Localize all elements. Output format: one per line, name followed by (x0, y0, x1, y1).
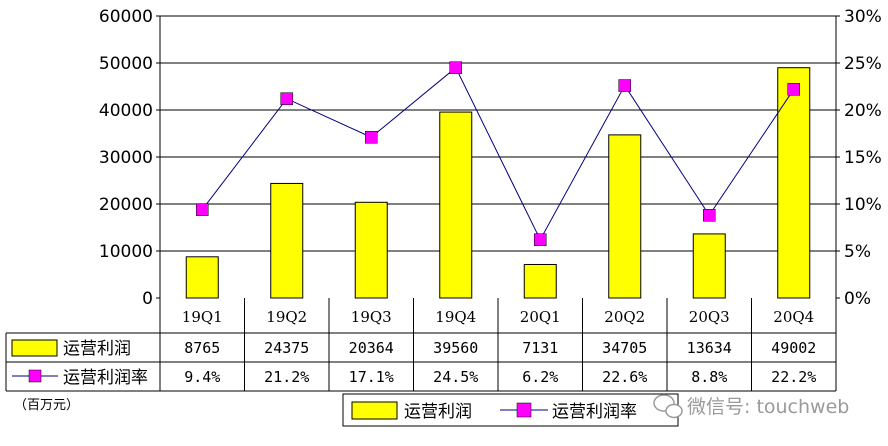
line-marker (196, 203, 209, 216)
unit-note: （百万元） (14, 398, 79, 413)
category-label: 19Q2 (266, 308, 307, 326)
watermark: 微信号: touchweb (653, 394, 849, 419)
legend-marker-swatch (516, 402, 532, 418)
left-tick-label: 30000 (99, 148, 153, 168)
category-label: 19Q3 (351, 308, 392, 326)
right-axis-ticks: 0% 5% 10% 15% 20% 25% 30% (836, 7, 882, 309)
left-tick-label: 40000 (99, 101, 153, 121)
right-tick-label: 30% (844, 7, 882, 27)
line-marker (449, 61, 462, 74)
right-tick-label: 20% (844, 101, 882, 121)
line-marker (534, 233, 547, 246)
legend-line-label: 运营利润率 (552, 402, 637, 422)
line-value-cell: 22.6% (602, 368, 647, 386)
left-tick-label: 20000 (99, 195, 153, 215)
bar-value-cell: 13634 (687, 339, 732, 357)
right-tick-label: 0% (844, 289, 871, 309)
bar (185, 256, 219, 299)
category-label: 19Q1 (182, 308, 223, 326)
row-marker-key (28, 369, 42, 383)
category-label: 20Q1 (520, 308, 561, 326)
bar-value-cell: 34705 (602, 339, 647, 357)
line-value-cell: 17.1% (349, 368, 394, 386)
legend: 运营利润 运营利润率 (342, 393, 679, 427)
left-axis-ticks: 0 10000 20000 30000 40000 50000 60000 (99, 7, 160, 309)
line-value-cell: 6.2% (522, 368, 558, 386)
line-series (196, 61, 800, 246)
line-marker (618, 79, 631, 92)
right-tick-label: 25% (844, 54, 882, 74)
bar-value-cell: 24375 (264, 339, 309, 357)
line-value-cell: 22.2% (771, 368, 816, 386)
data-table: 19Q1 8765 9.4% 19Q2 24375 21.2% 19Q3 20364 17.1%… (5, 298, 837, 392)
category-label: 20Q3 (689, 308, 730, 326)
bar (523, 263, 557, 299)
line-value-cell: 8.8% (691, 368, 727, 386)
line-value-cell: 9.4% (184, 368, 220, 386)
left-tick-label: 10000 (99, 242, 153, 262)
line-marker (280, 92, 293, 105)
category-label: 20Q4 (773, 308, 814, 326)
bar (608, 134, 642, 299)
left-tick-label: 50000 (99, 54, 153, 74)
bar (270, 182, 304, 299)
line-marker (365, 131, 378, 144)
bar (354, 201, 388, 299)
bar-value-cell: 49002 (771, 339, 816, 357)
left-tick-label: 60000 (99, 7, 153, 27)
grid-lines (160, 15, 836, 252)
right-tick-label: 5% (844, 242, 871, 262)
bar (777, 67, 811, 299)
row-bar-key (11, 339, 58, 357)
legend-bar-label: 运营利润 (404, 402, 472, 422)
right-tick-label: 10% (844, 195, 882, 215)
watermark-text: 微信号: touchweb (687, 396, 849, 418)
wechat-icon (653, 394, 683, 419)
bar-value-cell: 20364 (349, 339, 394, 357)
category-label: 19Q4 (435, 308, 476, 326)
legend-bar-swatch (351, 401, 398, 420)
row-label-bar: 运营利润 (63, 339, 131, 359)
bar-series (185, 67, 811, 299)
line-marker (787, 83, 800, 96)
category-label: 20Q2 (604, 308, 645, 326)
line-value-cell: 21.2% (264, 368, 309, 386)
margin-line (201, 66, 795, 241)
bar-value-cell: 7131 (522, 339, 558, 357)
bar-value-cell: 39560 (433, 339, 478, 357)
bar (439, 111, 473, 299)
bar-value-cell: 8765 (184, 339, 220, 357)
left-tick-label: 0 (142, 289, 153, 309)
right-tick-label: 15% (844, 148, 882, 168)
row-label-line: 运营利润率 (63, 368, 148, 388)
bar (692, 233, 726, 299)
line-marker (703, 209, 716, 222)
line-value-cell: 24.5% (433, 368, 478, 386)
